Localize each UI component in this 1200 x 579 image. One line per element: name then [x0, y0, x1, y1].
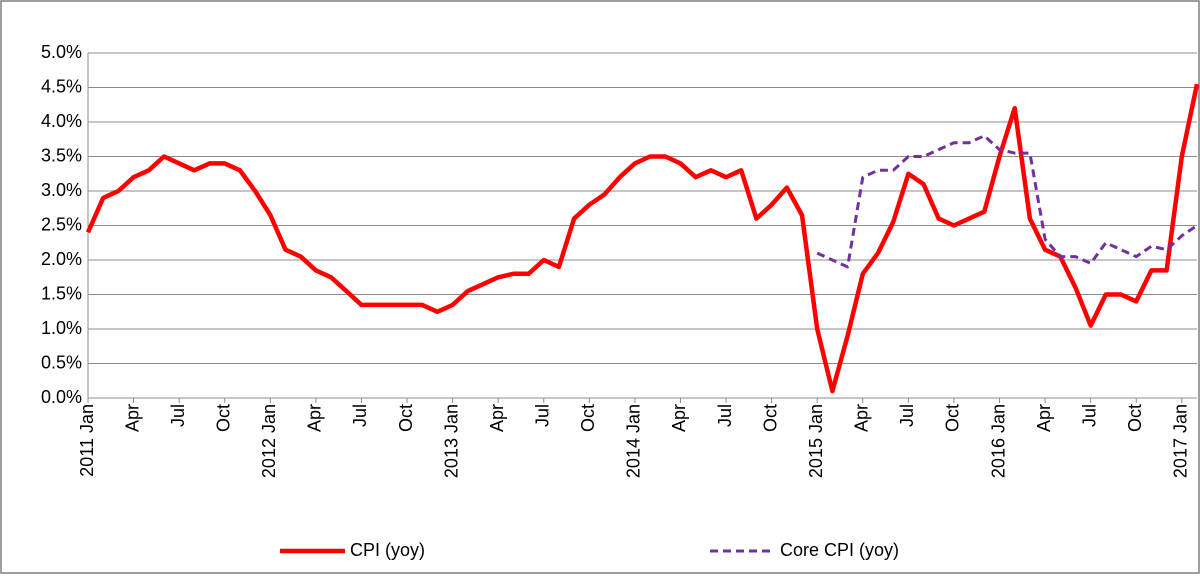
y-tick-label: 3.5%	[41, 145, 82, 165]
x-tick-label: Apr	[1034, 404, 1054, 432]
x-tick-label: Jul	[715, 404, 735, 427]
y-tick-label: 4.0%	[41, 111, 82, 131]
x-tick-label: Jul	[897, 404, 917, 427]
x-tick-label: 2016 Jan	[988, 404, 1008, 478]
x-tick-label: Oct	[943, 404, 963, 432]
y-tick-label: 2.0%	[41, 249, 82, 269]
x-tick-label: 2015 Jan	[806, 404, 826, 478]
x-tick-label: 2014 Jan	[624, 404, 644, 478]
x-tick-label: Apr	[305, 404, 325, 432]
x-tick-label: Apr	[852, 404, 872, 432]
line-series	[85, 83, 1200, 394]
x-tick-label: Apr	[669, 404, 689, 432]
x-tick-label: Oct	[578, 404, 598, 432]
y-tick-label: 1.0%	[41, 318, 82, 338]
x-tick-label: 2011 Jan	[77, 404, 97, 477]
x-tick-label: Oct	[396, 404, 416, 432]
y-tick-label: 0.0%	[41, 387, 82, 407]
x-tick-label: Jul	[533, 404, 553, 427]
x-tick-label: Oct	[1125, 404, 1145, 432]
y-tick-label: 5.0%	[41, 42, 82, 62]
x-tick-label: Jul	[350, 404, 370, 427]
line-series	[816, 134, 1198, 269]
y-tick-label: 2.5%	[41, 214, 82, 234]
x-tick-label: Apr	[122, 404, 142, 432]
y-tick-label: 1.5%	[41, 283, 82, 303]
x-tick-label: 2012 Jan	[259, 404, 279, 478]
legend-label: CPI (yoy)	[350, 540, 425, 560]
x-tick-label: Jul	[168, 404, 188, 427]
x-tick-label: 2017 Jan	[1171, 404, 1191, 478]
x-tick-label: Apr	[487, 404, 507, 432]
y-tick-label: 0.5%	[41, 352, 82, 372]
x-tick-label: Jul	[1079, 404, 1099, 427]
y-tick-label: 4.5%	[41, 76, 82, 96]
x-tick-label: Oct	[760, 404, 780, 432]
legend-label: Core CPI (yoy)	[780, 540, 899, 560]
y-tick-label: 3.0%	[41, 180, 82, 200]
x-tick-label: 2013 Jan	[441, 404, 461, 478]
x-tick-label: Oct	[213, 404, 233, 432]
